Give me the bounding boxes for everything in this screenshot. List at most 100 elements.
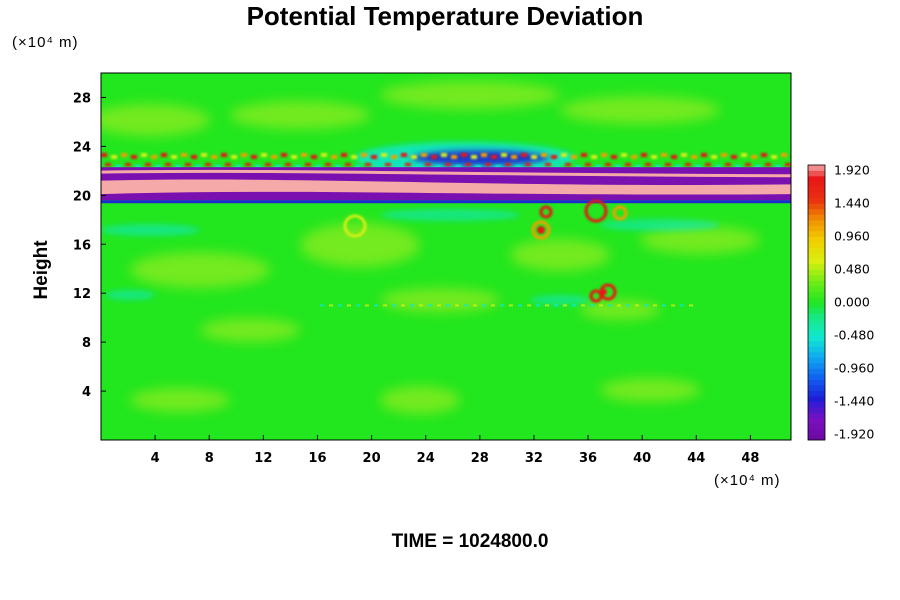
x-tick-label: 48 — [741, 451, 759, 466]
osc-cell — [741, 153, 747, 157]
osc-cell — [515, 165, 521, 168]
osc-cell — [581, 153, 587, 157]
colorbar-cell — [808, 330, 825, 336]
osc-cell — [101, 153, 107, 157]
soft-patch — [130, 252, 270, 288]
colorbar-label: -1.440 — [834, 394, 874, 409]
osc-cell — [525, 163, 531, 166]
osc-cell — [771, 155, 777, 159]
plot-frame — [100, 72, 792, 441]
x-tick-label: 28 — [471, 451, 489, 466]
band-pink-upper — [101, 169, 791, 178]
osc-cell — [665, 163, 671, 166]
colorbar-cell — [808, 253, 825, 259]
osc-cell — [751, 155, 757, 159]
osc-cell — [211, 155, 217, 159]
swirl — [539, 205, 553, 219]
colorbar-cell — [808, 346, 825, 353]
colorbar-cell — [808, 220, 825, 226]
osc-cell — [545, 163, 551, 166]
osc-cell — [285, 163, 291, 166]
osc-cell — [185, 163, 191, 166]
trace-dot — [671, 304, 675, 307]
colorbar-cell — [808, 269, 825, 276]
osc-cell — [575, 165, 581, 168]
osc-cell — [381, 153, 387, 157]
osc-cell — [261, 153, 267, 157]
trace-dot — [608, 304, 612, 307]
swirl-core — [601, 289, 607, 295]
osc-cell — [245, 163, 251, 166]
osc-cell — [585, 163, 591, 166]
trace-dot — [392, 304, 396, 307]
colorbar-cell — [808, 181, 825, 188]
trace-dot — [626, 304, 630, 307]
colorbar-label: -1.920 — [834, 427, 874, 442]
jet-band — [101, 167, 791, 204]
y-tick-label: 24 — [73, 140, 91, 155]
trace-dot — [536, 304, 540, 307]
colorbar-label: -0.960 — [834, 361, 874, 376]
osc-cell — [291, 155, 297, 159]
osc-cell — [351, 155, 357, 159]
osc-cell — [505, 163, 511, 166]
osc-cell — [475, 165, 481, 168]
osc-cell — [535, 165, 541, 168]
osc-cell — [491, 155, 497, 159]
osc-cell — [255, 165, 261, 168]
osc-cell — [175, 165, 181, 168]
osc-cell — [705, 163, 711, 166]
x-tick-label: 36 — [579, 451, 597, 466]
osc-cell — [335, 165, 341, 168]
osc-cell — [365, 163, 371, 166]
oscillation-rows — [101, 153, 791, 168]
x-tick-label: 20 — [363, 451, 381, 466]
colorbar-cell — [808, 280, 825, 287]
osc-cell — [385, 163, 391, 166]
osc-cell — [735, 165, 741, 168]
y-tick-label: 8 — [82, 336, 91, 351]
colorbar-cell — [808, 319, 825, 325]
swirl — [612, 205, 628, 221]
colorbar-cell — [808, 275, 825, 281]
colorbar-frame — [807, 164, 826, 441]
trace-dot — [527, 304, 531, 307]
osc-cell — [221, 153, 227, 157]
osc-cell — [331, 155, 337, 159]
colorbar-cell — [808, 214, 825, 221]
trace-dot — [635, 304, 639, 307]
colorbar-cell — [808, 297, 825, 303]
colorbar-cell — [808, 335, 825, 342]
osc-cell — [431, 155, 437, 159]
trace-dot — [482, 304, 486, 307]
swirl — [589, 289, 603, 303]
trace-dot — [401, 304, 405, 307]
trace-dot — [599, 304, 603, 307]
colorbar-cell — [808, 396, 825, 402]
osc-cell — [551, 155, 557, 159]
band-blue-edge — [101, 200, 791, 204]
cyan-patch — [600, 219, 720, 231]
osc-cell — [415, 165, 421, 168]
trace-dot — [617, 304, 621, 307]
soft-patch — [300, 223, 420, 267]
swirl-core — [537, 226, 545, 234]
osc-cell — [401, 153, 407, 157]
osc-cell — [165, 163, 171, 166]
colorbar-cell — [808, 203, 825, 210]
osc-cell — [151, 155, 157, 159]
osc-cell — [411, 155, 417, 159]
colorbar-label: 1.440 — [834, 196, 870, 211]
osc-cell — [471, 155, 477, 159]
osc-cell — [441, 153, 447, 157]
colorbar-cell — [808, 242, 825, 248]
colorbar-cell — [808, 385, 825, 391]
osc-cell — [775, 165, 781, 168]
osc-cell — [621, 153, 627, 157]
osc-cell — [701, 153, 707, 157]
trace-dot — [419, 304, 423, 307]
cyan-patch — [380, 209, 520, 221]
soft-patch — [380, 81, 560, 109]
osc-cell — [615, 165, 621, 168]
